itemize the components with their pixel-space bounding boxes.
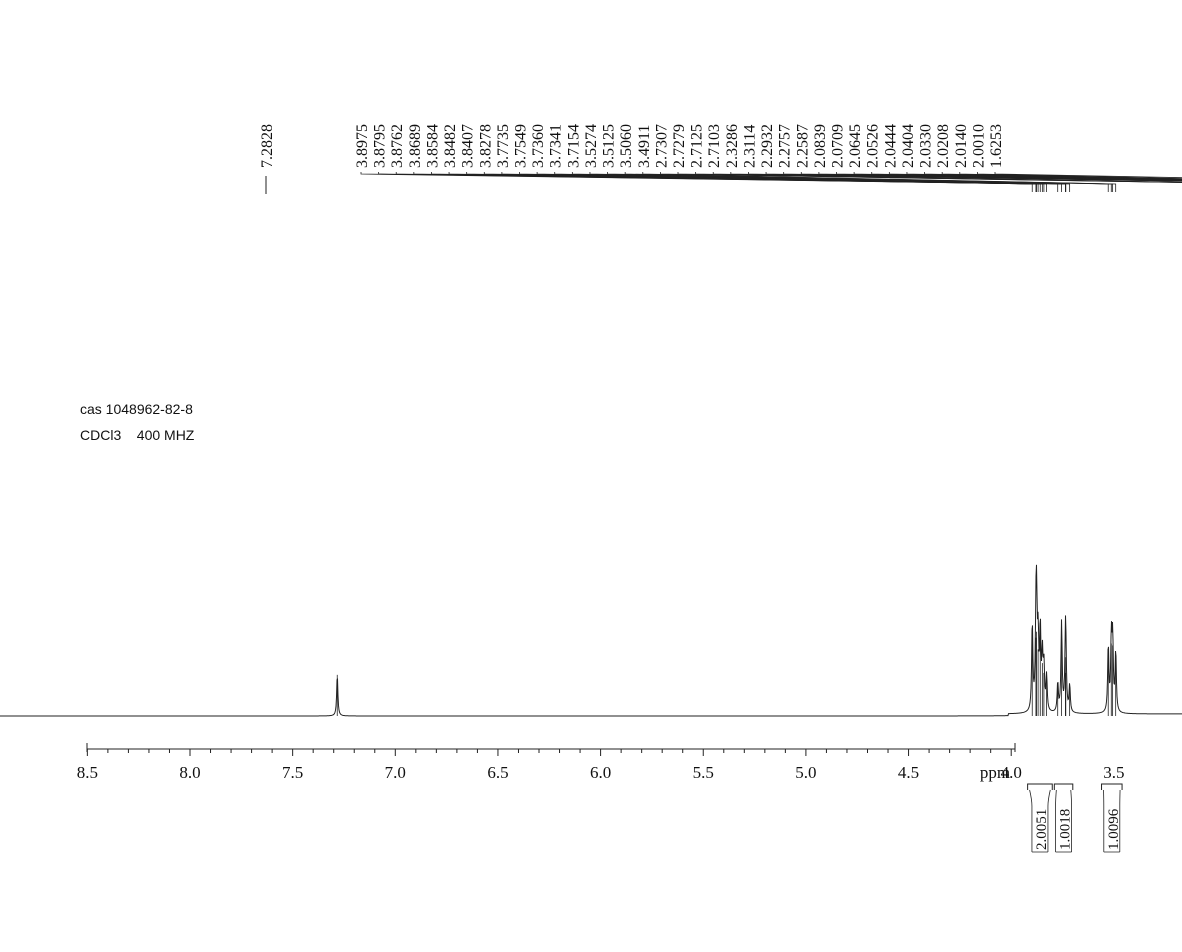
peak-label: 3.5060 — [618, 124, 635, 168]
integral-connector — [1029, 789, 1051, 807]
peak-label: 2.0645 — [847, 124, 864, 168]
peak-label: 2.0140 — [953, 124, 970, 168]
peak-label: 2.3286 — [724, 124, 741, 168]
peak-label: 2.7307 — [653, 124, 670, 168]
peak-label: 3.8762 — [389, 124, 406, 168]
peak-label: 7.2828 — [259, 124, 276, 168]
peak-label: 2.0526 — [865, 124, 882, 168]
integral-connector — [1103, 789, 1121, 807]
peak-label: 2.7279 — [671, 124, 688, 168]
peak-label: 2.7125 — [689, 124, 706, 168]
peak-label: 3.5125 — [601, 124, 618, 168]
peak-label: 3.7341 — [548, 124, 565, 168]
x-tick-label: 5.5 — [693, 763, 714, 782]
peak-label: 3.7549 — [513, 124, 530, 168]
peak-label: 2.0444 — [882, 124, 899, 168]
peak-label: 3.8689 — [407, 124, 424, 168]
peak-label: 2.0010 — [970, 124, 987, 168]
integral-value: 2.0051 — [1034, 809, 1050, 850]
peak-label: 3.8584 — [424, 124, 441, 168]
peak-label: 2.2932 — [759, 124, 776, 168]
integral-connector — [1055, 789, 1072, 807]
x-tick-label: 6.0 — [590, 763, 611, 782]
peak-label: 2.0839 — [812, 124, 829, 168]
peak-label: 3.8795 — [372, 124, 389, 168]
peak-label-connector — [800, 172, 1182, 182]
peak-label: 3.8278 — [477, 124, 494, 168]
peak-label: 3.7735 — [495, 124, 512, 168]
peak-label-connector — [976, 172, 1182, 180]
peak-label: 2.2757 — [777, 124, 794, 168]
peak-label: 2.7103 — [706, 124, 723, 168]
peak-label-connector — [959, 172, 1182, 180]
integral-bracket — [1101, 783, 1123, 790]
peak-label: 2.0330 — [918, 124, 935, 168]
sample-cas-number: cas 1048962-82-8 — [80, 401, 193, 417]
x-tick-label: 7.5 — [282, 763, 303, 782]
peak-label: 2.2587 — [794, 124, 811, 168]
peak-label-connector — [642, 172, 1117, 192]
peak-label: 3.8407 — [460, 124, 477, 168]
spectrum-trace-layer — [0, 564, 1182, 717]
peak-label-connector — [712, 172, 1182, 183]
x-axis: 8.58.07.57.06.56.05.55.04.54.03.53.02.52… — [77, 743, 1124, 782]
integral-value: 1.0018 — [1058, 809, 1074, 850]
x-tick-label: 4.5 — [898, 763, 919, 782]
integral-bracket — [1053, 783, 1074, 790]
peak-label: 2.3114 — [741, 125, 758, 168]
peak-label-connector — [571, 172, 1071, 192]
integral-bracket — [1027, 783, 1053, 790]
x-tick-label: 8.0 — [179, 763, 200, 782]
peak-label: 3.7360 — [530, 124, 547, 168]
x-tick-label: 5.0 — [795, 763, 816, 782]
peak-label: 3.8975 — [354, 124, 371, 168]
peak-label: 3.8482 — [442, 124, 459, 168]
peak-label-layer: 7.2828 3.8975 3.8795 3.8762 3.8689 3.8584 3.84… — [259, 124, 1182, 194]
x-tick-label: 8.5 — [77, 763, 98, 782]
spectrum-trace — [0, 564, 1182, 717]
x-tick-label: 7.0 — [385, 763, 406, 782]
x-tick-label: 4.0 — [1001, 763, 1022, 782]
peak-label: 2.0208 — [935, 124, 952, 168]
peak-label: 2.0404 — [900, 124, 917, 168]
x-tick-label: 6.5 — [487, 763, 508, 782]
integral-value: 1.0096 — [1106, 808, 1122, 850]
integral-layer: 2.00511.00181.00962.01001.00001.02081.02… — [1027, 783, 1123, 853]
sample-solvent-frequency: CDCl3 400 MHZ — [80, 427, 195, 443]
peak-label: 3.5274 — [583, 124, 600, 168]
peak-label: 2.0709 — [830, 124, 847, 168]
peak-label: 3.7154 — [565, 124, 582, 168]
peak-label: 1.6253 — [988, 124, 1005, 168]
x-tick-label: 3.5 — [1103, 763, 1124, 782]
peak-label: 3.4911 — [636, 125, 653, 168]
peak-label-connector — [994, 172, 1182, 179]
x-axis-label: ppm — [980, 763, 1010, 782]
